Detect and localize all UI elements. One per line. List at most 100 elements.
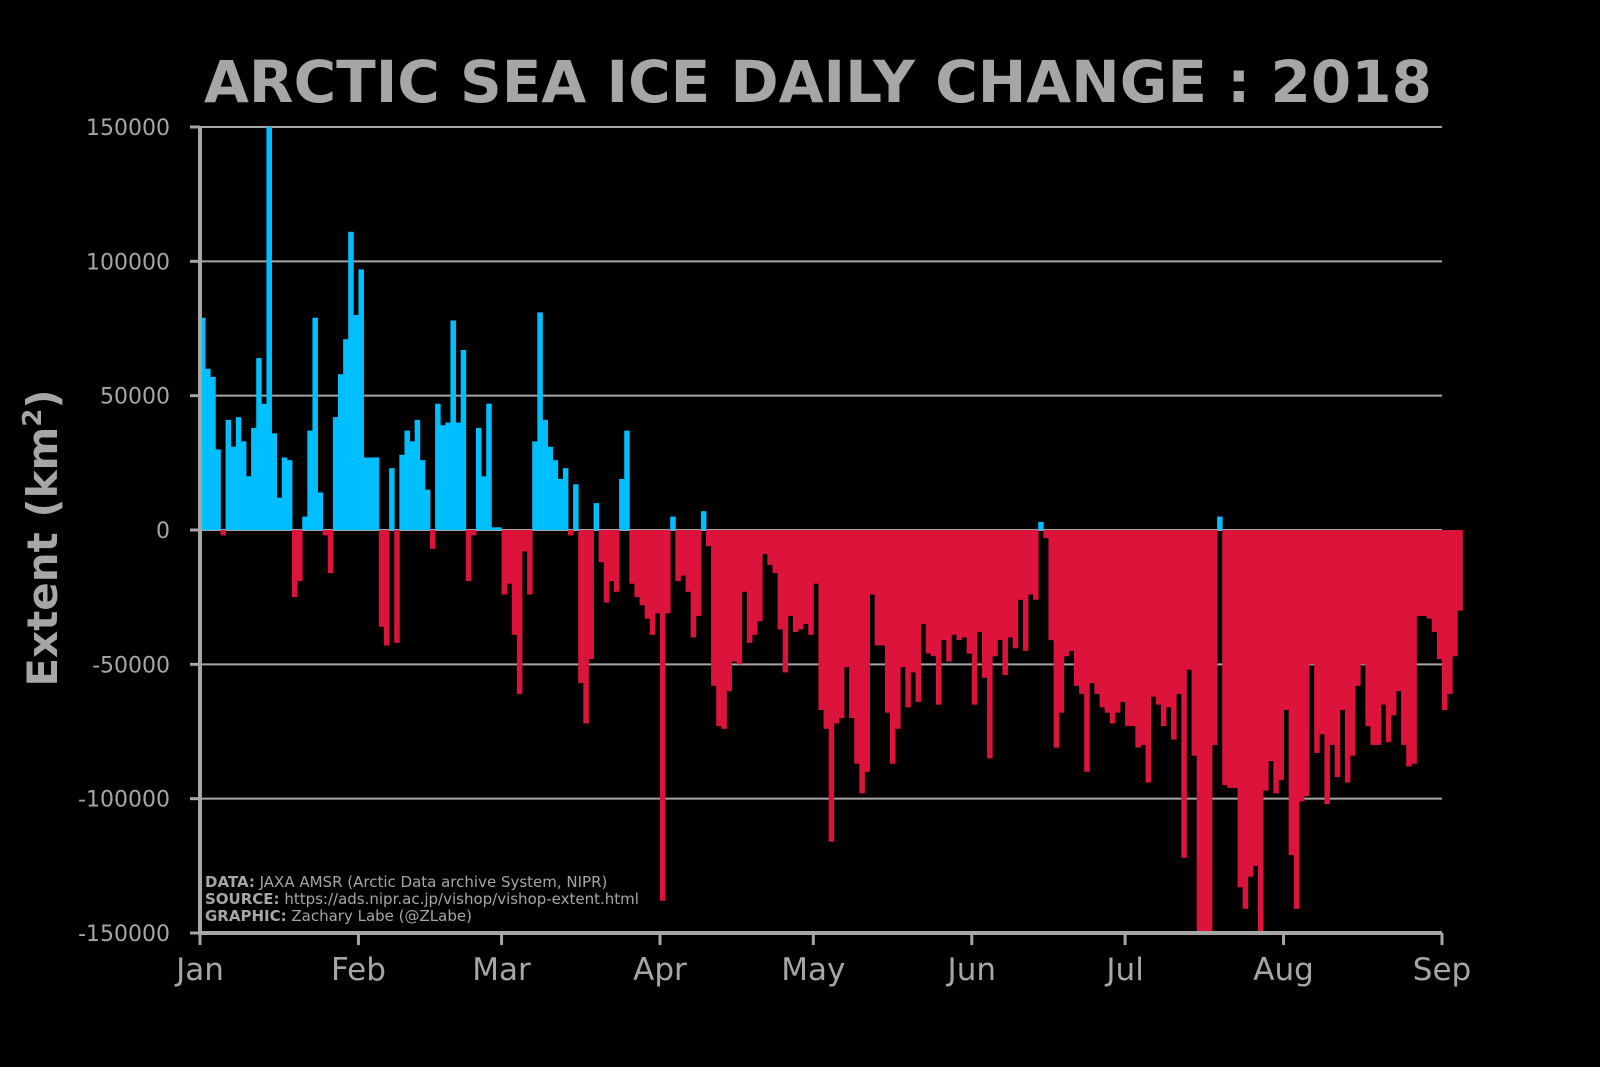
bar-day-247 [1457,530,1463,611]
bar-day-207 [1252,530,1259,866]
bar-day-115 [782,530,789,673]
bar-day-14 [266,127,272,530]
y-ticks: 150000 100000 50000 0 -50000 -100000 -150000 [78,116,200,947]
bar-day-132 [869,530,876,595]
bar-day-35 [373,457,380,530]
bar-day-28 [338,374,344,530]
bar-day-122 [818,530,824,711]
bar-day-38 [389,468,395,530]
bar-day-13 [261,403,267,530]
bar-day-84 [624,430,630,530]
bar-day-149 [956,530,962,641]
bar-day-245 [1447,530,1453,694]
bar-day-167 [1048,530,1054,641]
x-tick-label: Sep [1413,952,1471,988]
bar-day-164 [1033,530,1039,600]
bar-day-191 [1171,530,1177,740]
bar-day-46 [430,530,436,549]
bar-day-148 [951,530,957,635]
bar-day-205 [1242,530,1249,909]
bar-day-90 [654,530,661,614]
bar-day-75 [578,530,584,684]
bar-day-146 [941,530,947,641]
x-tick-label: Jul [1104,952,1143,988]
y-axis-label-close: ) [18,389,67,408]
bar-day-145 [936,530,942,705]
bar-day-77 [588,530,594,659]
bar-day-29 [343,339,349,530]
bar-day-17 [281,457,288,530]
bar-day-7 [230,446,237,530]
bar-day-193 [1181,530,1187,858]
bar-day-73 [568,530,574,536]
bar-day-218 [1309,530,1315,665]
bar-day-127 [844,530,850,668]
bar-day-33 [363,457,370,530]
bar-day-157 [997,530,1003,641]
credit-source-key: SOURCE: [205,890,280,908]
y-axis-label: Extent (km2) [18,389,67,686]
bar-day-142 [920,530,927,625]
bar-day-232 [1380,530,1387,705]
bar-day-37 [384,530,390,646]
bar-day-10 [246,476,252,530]
bar-day-187 [1150,530,1157,697]
bar-day-144 [930,530,937,657]
y-tick-label: -150000 [78,922,170,947]
bar-day-227 [1355,530,1361,686]
credit-graphic-key: GRAPHIC: [205,907,287,925]
bar-day-31 [353,315,359,530]
bar-day-57 [486,403,492,530]
bar-day-183 [1130,530,1136,727]
bar-day-155 [987,530,993,759]
bar-day-108 [746,530,753,643]
bar-day-158 [1002,530,1008,676]
bar-day-246 [1452,530,1458,657]
bar-day-66 [532,441,538,530]
bar-day-118 [798,530,804,630]
bar-day-64 [522,530,528,552]
bar-day-20 [297,530,303,582]
bar-day-171 [1068,530,1075,651]
credit-source-text: https://ads.nipr.ac.jp/vishop/vishop-ext… [280,890,639,908]
bar-day-137 [895,530,901,729]
bar-day-216 [1298,530,1305,802]
bar-day-74 [573,484,579,530]
credits: DATA: JAXA AMSR (Arctic Data archive Sys… [205,873,639,925]
bar-day-76 [583,530,589,724]
bar-day-175 [1089,530,1095,684]
bar-day-204 [1237,530,1244,888]
bar-day-104 [726,530,732,692]
x-tick-label: Jan [174,952,224,988]
bar-day-80 [603,530,610,603]
bar-day-138 [900,530,906,668]
bar-day-36 [378,530,385,627]
bar-day-123 [823,530,830,729]
bar-day-119 [803,530,809,625]
bar-day-211 [1273,530,1279,794]
bar-day-224 [1339,530,1346,711]
bars [200,127,1463,933]
y-axis-label-superscript: 2 [18,409,48,427]
bar-day-86 [634,530,640,598]
bar-day-24 [317,492,324,530]
bar-day-189 [1160,530,1167,727]
x-tick-label: Mar [472,952,531,988]
bar-day-184 [1135,530,1141,748]
bar-day-154 [982,530,988,678]
bar-day-162 [1022,530,1029,651]
bar-day-225 [1344,530,1351,783]
bar-day-180 [1114,530,1121,713]
bar-day-182 [1125,530,1131,727]
bar-day-143 [925,530,932,654]
bar-day-71 [557,478,564,530]
bar-day-241 [1426,530,1433,619]
bar-day-41 [404,430,410,530]
bar-day-173 [1079,530,1085,694]
bar-day-39 [394,530,400,643]
credit-data-text: JAXA AMSR (Arctic Data archive System, N… [255,873,608,891]
bar-day-219 [1314,530,1320,753]
bar-day-82 [614,530,620,592]
bar-day-208 [1258,530,1264,933]
